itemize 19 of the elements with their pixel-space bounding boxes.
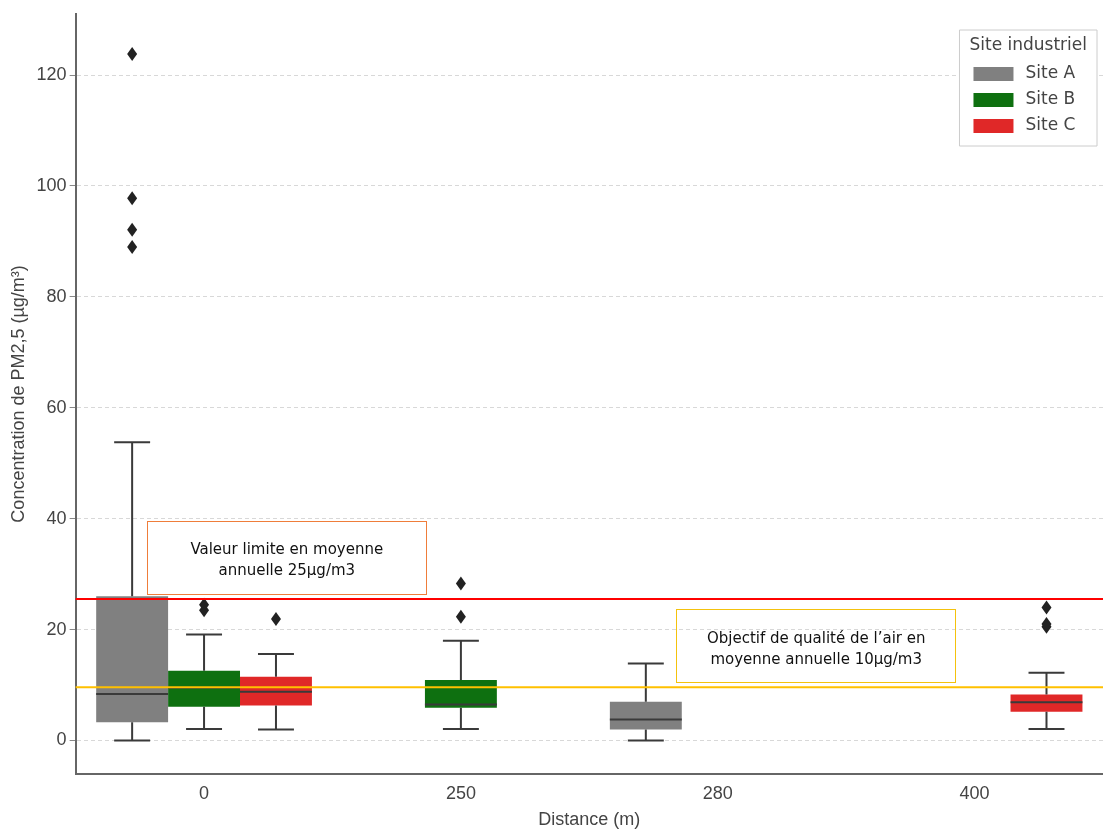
y-tick-label: 0 — [56, 729, 67, 750]
ref-line-label: Valeur limite en moyenne annuelle 25µg/m3 — [190, 540, 384, 580]
y-axis-title: Concentration de PM2,5 (µg/m³) — [7, 265, 28, 523]
y-tick-label: 40 — [46, 507, 67, 528]
x-axis-title: Distance (m) — [538, 809, 641, 830]
legend-label: Site B — [1025, 88, 1076, 109]
x-tick-label: 280 — [702, 782, 733, 803]
x-tick-label: 250 — [445, 782, 476, 803]
y-tick-label: 60 — [46, 396, 67, 417]
legend-label: Site A — [1025, 62, 1076, 83]
ref-line-label: Objectif de qualité de l’air en moyenne annuelle 10µg/m3 — [706, 628, 926, 668]
y-tick-label: 80 — [46, 285, 67, 306]
x-tick-label: 0 — [199, 782, 210, 803]
y-tick-label: 100 — [36, 174, 67, 195]
y-tick-label: 120 — [36, 63, 67, 84]
legend-title: Site industriel — [969, 34, 1088, 55]
x-tick-label: 400 — [959, 782, 990, 803]
y-tick-label: 20 — [46, 618, 67, 639]
legend-label: Site C — [1025, 114, 1076, 135]
